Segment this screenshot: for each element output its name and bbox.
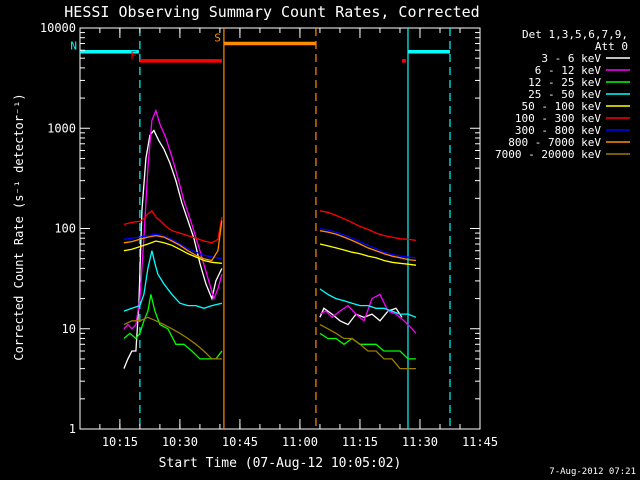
legend-entry-label: 12 - 25 keV xyxy=(528,76,601,89)
series-line xyxy=(319,332,416,360)
x-tick-label: 11:45 xyxy=(462,435,498,449)
legend-entry-label: 800 - 7000 keV xyxy=(508,136,601,149)
legend-entry-label: 25 - 50 keV xyxy=(528,88,601,101)
legend-entry-label: 50 - 100 keV xyxy=(522,100,602,113)
state-bar-label: F xyxy=(130,49,137,62)
series-line xyxy=(319,210,417,242)
x-tick-label: 10:45 xyxy=(222,435,258,449)
y-tick-label: 1 xyxy=(69,422,76,436)
series-line xyxy=(123,250,223,312)
x-tick-label: 10:15 xyxy=(102,435,138,449)
series-line xyxy=(123,294,223,360)
series-line xyxy=(123,129,223,369)
y-axis-label: Corrected Count Rate (s⁻¹ detector⁻¹) xyxy=(12,93,26,360)
x-tick-label: 10:30 xyxy=(162,435,198,449)
chart-title: HESSI Observing Summary Count Rates, Cor… xyxy=(64,3,479,21)
series-line xyxy=(319,324,416,370)
series-line xyxy=(319,227,417,259)
y-tick-label: 10000 xyxy=(40,21,76,35)
state-bar-label: S xyxy=(214,32,221,45)
legend-entry-label: 300 - 800 keV xyxy=(515,124,601,137)
legend-entry-label: 6 - 12 keV xyxy=(535,64,602,77)
footer-timestamp: 7-Aug-2012 07:21 xyxy=(549,467,636,477)
legend-entry-label: 100 - 300 keV xyxy=(515,112,601,125)
y-tick-label: 10 xyxy=(62,322,76,336)
y-tick-label: 1000 xyxy=(47,121,76,135)
series-line xyxy=(123,316,222,360)
series-line xyxy=(123,240,222,264)
legend-entry-label: 3 - 6 keV xyxy=(541,52,601,65)
series-line xyxy=(319,243,417,266)
legend-header-line-1: Det 1,3,5,6,7,9, xyxy=(522,28,628,41)
series-line xyxy=(319,230,417,262)
legend-entry-label: 7000 - 20000 keV xyxy=(495,148,601,161)
series-line xyxy=(319,293,417,334)
x-tick-label: 11:00 xyxy=(282,435,318,449)
series-line xyxy=(123,209,223,244)
state-bar-label: N xyxy=(70,40,77,53)
x-tick-label: 11:30 xyxy=(402,435,438,449)
y-tick-label: 100 xyxy=(54,222,76,236)
legend-header-line-2: Att 0 xyxy=(595,40,628,53)
series-line xyxy=(123,233,223,260)
series-layer xyxy=(123,108,417,370)
series-line xyxy=(319,288,417,318)
series-line xyxy=(123,220,223,262)
x-tick-label: 11:15 xyxy=(342,435,378,449)
annotation-layer: N F S xyxy=(70,28,451,429)
x-axis-label: Start Time (07-Aug-12 10:05:02) xyxy=(159,456,402,471)
axis-layer: 1 10 100 1000 10000 10:15 10:30 10:45 11:00 11:15… xyxy=(40,21,498,449)
